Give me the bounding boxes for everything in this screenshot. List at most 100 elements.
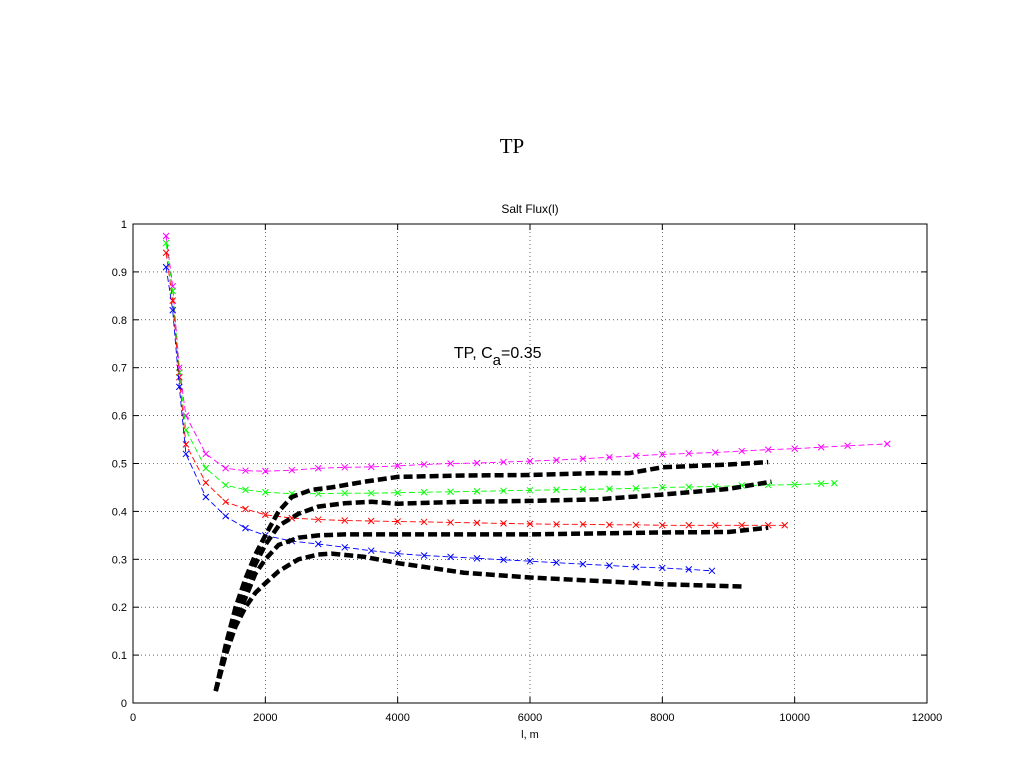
data-point-x-marker [367, 489, 375, 497]
data-point-x-marker [447, 488, 454, 496]
data-point-x-marker [579, 560, 587, 568]
data-point-x-marker [500, 458, 507, 466]
data-point-x-marker [738, 447, 746, 455]
data-point-x-marker [500, 487, 507, 495]
data-point-x-marker [817, 480, 825, 487]
data-point-x-marker [420, 461, 428, 468]
data-point-x-marker [711, 521, 719, 529]
data-point-x-marker [394, 462, 402, 470]
data-point-x-marker [781, 521, 789, 529]
data-point-x-marker [162, 239, 170, 247]
series-line-black-5 [213, 479, 772, 692]
data-point-x-marker [473, 487, 481, 495]
data-point-x-marker [367, 463, 375, 471]
data-point-x-marker [314, 464, 322, 472]
y-tick-label: 0.8 [112, 315, 127, 327]
data-point-x-marker [553, 486, 560, 494]
data-point-x-marker [500, 556, 507, 564]
data-point-x-marker [222, 464, 229, 472]
data-point-x-marker [764, 446, 772, 453]
data-point-x-marker [261, 511, 269, 519]
data-point-x-marker [658, 484, 666, 491]
data-point-x-marker [473, 519, 481, 527]
series-line-2 [165, 252, 785, 526]
series-line-1 [165, 243, 835, 495]
data-point-x-marker [473, 459, 481, 467]
data-point-x-marker [632, 485, 640, 492]
data-point-x-marker [162, 232, 170, 240]
data-point-x-marker [685, 521, 693, 529]
data-point-x-marker [685, 483, 693, 491]
data-point-x-marker [553, 520, 560, 528]
grid [133, 224, 927, 703]
data-point-x-marker [632, 521, 640, 529]
data-point-x-marker [242, 524, 249, 532]
data-point-x-marker [579, 486, 587, 493]
data-point-x-marker [708, 567, 716, 575]
data-point-x-marker [341, 463, 349, 471]
y-tick-label: 0.1 [112, 650, 127, 662]
x-tick-label: 6000 [518, 712, 542, 724]
y-tick-label: 0.3 [112, 554, 127, 566]
series-line-black-6 [213, 525, 769, 692]
data-point-x-marker [420, 552, 428, 559]
data-point-x-marker [367, 547, 375, 555]
y-tick-label: 0.9 [112, 267, 127, 279]
data-point-x-marker [222, 481, 229, 489]
data-point-x-marker [175, 383, 183, 391]
x-tick-label: 4000 [385, 712, 409, 724]
data-point-x-marker [685, 450, 693, 457]
data-point-x-marker [420, 518, 428, 526]
x-tick-label: 10000 [779, 712, 810, 724]
data-point-x-marker [242, 467, 249, 475]
data-point-x-marker [242, 486, 249, 494]
data-point-x-marker [553, 559, 560, 567]
data-point-x-marker [341, 489, 349, 497]
data-point-x-marker [394, 489, 402, 497]
data-point-x-marker [473, 554, 481, 562]
series-markers-2 [162, 249, 789, 529]
data-point-x-marker [526, 520, 534, 528]
data-point-x-marker [182, 450, 190, 458]
data-point-x-marker [202, 493, 210, 501]
data-point-x-marker [420, 488, 428, 496]
series-markers-3 [162, 263, 716, 575]
data-point-x-marker [341, 543, 349, 551]
data-point-x-marker [447, 519, 454, 526]
data-point-x-marker [844, 442, 851, 450]
series-line-black-4 [213, 459, 769, 692]
series-line-black-7 [213, 551, 746, 692]
data-point-x-marker [658, 521, 666, 529]
data-point-x-marker [658, 451, 666, 458]
annotation-prefix: TP, C [454, 345, 493, 362]
data-point-x-marker [222, 512, 229, 520]
data-point-x-marker [314, 490, 322, 498]
data-point-x-marker [606, 453, 613, 461]
axis-ticks: 0 2000 4000 6000 8000 10000 12000 0 0.1 0.2 0.3 0.4… [112, 219, 943, 724]
annotation-text: TP, Ca=0.35 [454, 345, 542, 369]
data-point-x-marker [632, 563, 640, 571]
y-tick-label: 0.2 [112, 602, 127, 614]
data-point-x-marker [685, 566, 693, 573]
data-point-x-marker [169, 306, 177, 314]
data-point-x-marker [791, 481, 799, 488]
series-markers-1 [162, 239, 838, 498]
data-point-x-marker [202, 479, 210, 487]
x-tick-label: 0 [130, 712, 136, 724]
data-point-x-marker [447, 460, 454, 467]
series-markers-0 [162, 232, 891, 475]
data-point-x-marker [579, 520, 587, 528]
data-point-x-marker [791, 445, 799, 453]
data-point-x-marker [202, 450, 210, 458]
data-point-x-marker [526, 557, 534, 565]
data-point-x-marker [242, 505, 249, 513]
data-point-x-marker [526, 457, 534, 465]
data-point-x-marker [447, 553, 454, 561]
x-axis-label: l, m [521, 729, 539, 741]
data-point-x-marker [883, 440, 891, 448]
data-point-x-marker [394, 518, 402, 525]
y-tick-label: 1 [121, 219, 127, 231]
data-point-x-marker [202, 464, 210, 472]
y-tick-label: 0 [121, 698, 127, 710]
